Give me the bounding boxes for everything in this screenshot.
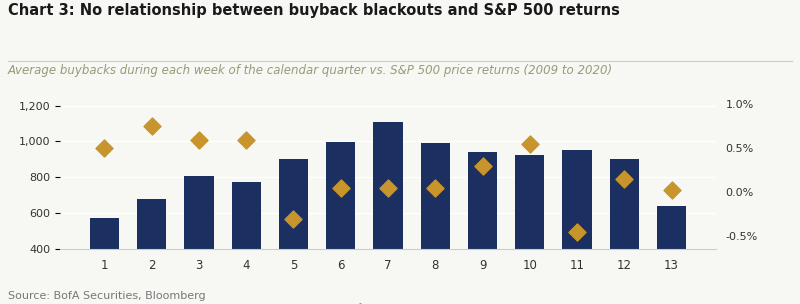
Point <box>240 137 253 142</box>
Point <box>665 188 678 193</box>
Point <box>570 229 583 234</box>
Bar <box>515 155 545 304</box>
Bar <box>421 143 450 304</box>
Point <box>193 137 206 142</box>
Bar <box>279 160 308 304</box>
Point <box>618 177 630 181</box>
Point <box>334 185 347 190</box>
Point <box>287 216 300 221</box>
Point <box>146 124 158 129</box>
Text: Chart 3: No relationship between buyback blackouts and S&P 500 returns: Chart 3: No relationship between buyback… <box>8 3 620 18</box>
Bar <box>610 160 639 304</box>
Text: Average buybacks during each week of the calendar quarter vs. S&P 500 price retu: Average buybacks during each week of the… <box>8 64 613 77</box>
Bar <box>184 176 214 304</box>
Point <box>382 185 394 190</box>
Point <box>429 185 442 190</box>
Bar <box>468 152 497 304</box>
Bar <box>90 218 119 304</box>
Point <box>476 164 489 168</box>
Point <box>98 146 111 151</box>
Text: Source: BofA Securities, Bloomberg: Source: BofA Securities, Bloomberg <box>8 291 206 301</box>
Bar <box>657 206 686 304</box>
Bar <box>231 182 261 304</box>
Point <box>523 141 536 146</box>
Bar <box>326 142 355 304</box>
Legend: Avg. weekly buybacks ($,mn) LHS, Avg. weekly S&P 500 returns, RHS: Avg. weekly buybacks ($,mn) LHS, Avg. we… <box>121 299 577 304</box>
Bar <box>562 150 592 304</box>
Bar <box>137 199 166 304</box>
Bar <box>374 122 402 304</box>
